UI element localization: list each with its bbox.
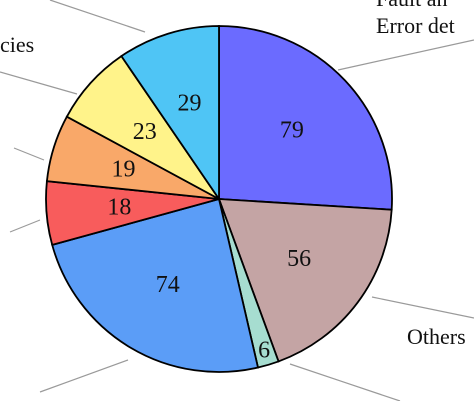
leader-line-top [49, 0, 146, 33]
leader-line-bottom-right [289, 363, 401, 401]
leader-line-cies [0, 71, 78, 95]
pie-slice-74 [51, 197, 260, 373]
slice-label-23: 23 [133, 119, 157, 145]
slice-label-19: 19 [111, 156, 135, 182]
slice-label-29: 29 [177, 90, 201, 116]
slice-value-labels: 79 56 6 74 18 19 23 29 [107, 90, 311, 363]
outer-label-cies: cies [0, 32, 34, 57]
pie-slices [45, 25, 393, 373]
slice-label-18: 18 [107, 194, 131, 220]
outer-label-others: Others [407, 324, 466, 349]
outer-label-error: Error det [376, 13, 455, 38]
pie-slice-79 [218, 25, 393, 211]
slice-label-56: 56 [287, 246, 311, 272]
leader-line-bottom-left [39, 359, 129, 393]
leader-line-left-lower [9, 219, 41, 233]
slice-label-74: 74 [156, 272, 180, 298]
leader-line-others [371, 296, 474, 319]
leader-line-error [337, 39, 474, 71]
leader-line-left [13, 147, 45, 161]
slice-label-6: 6 [258, 337, 270, 363]
slice-label-79: 79 [280, 118, 304, 144]
pie-slice-56 [217, 198, 393, 363]
outer-label-top: Fault an [376, 0, 448, 11]
pie-slice-29 [120, 25, 220, 202]
